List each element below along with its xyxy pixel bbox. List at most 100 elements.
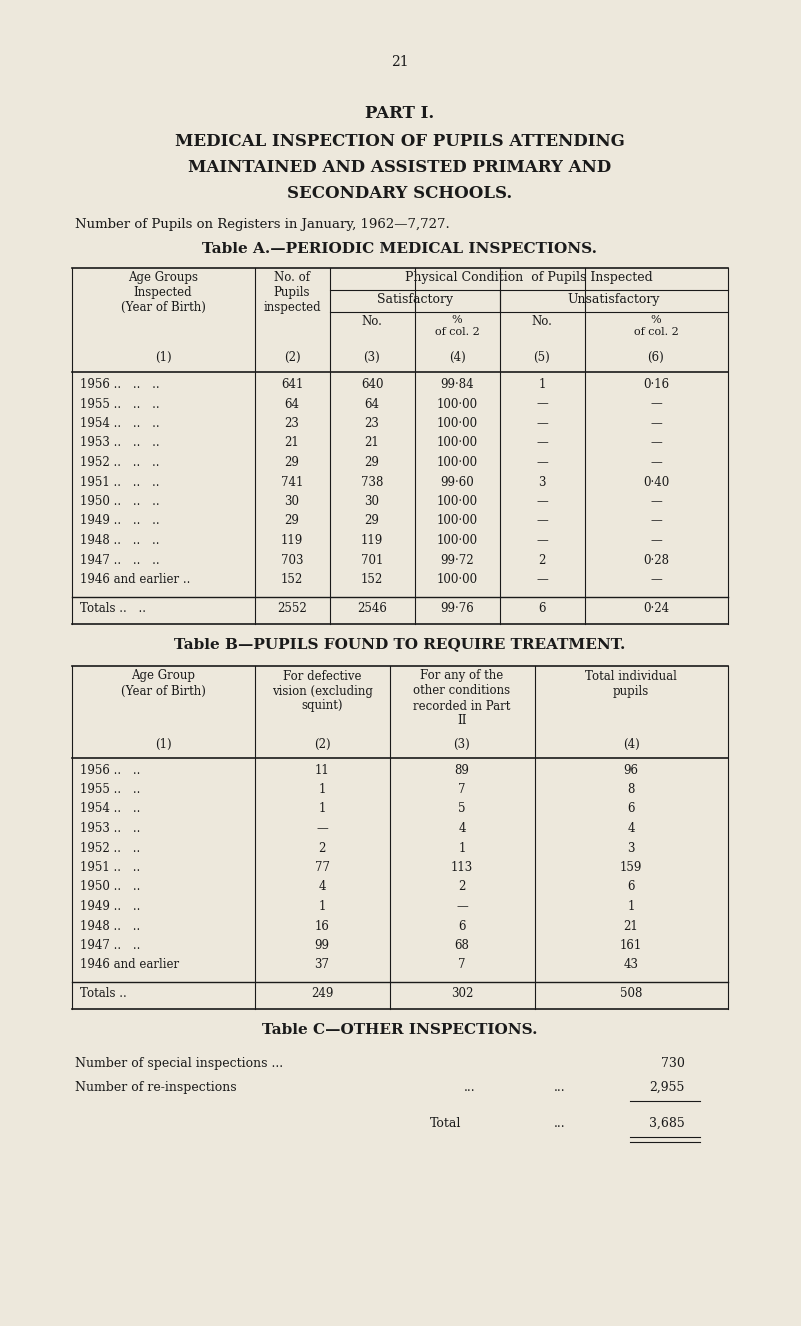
Text: 0·24: 0·24 <box>643 602 669 614</box>
Text: —: — <box>536 495 548 508</box>
Text: 1: 1 <box>538 378 545 391</box>
Text: Total individual
pupils: Total individual pupils <box>585 670 677 697</box>
Text: 3: 3 <box>627 842 634 854</box>
Text: 7: 7 <box>458 959 465 972</box>
Text: (3): (3) <box>364 351 380 365</box>
Text: 0·40: 0·40 <box>643 476 669 488</box>
Text: 2552: 2552 <box>277 602 307 614</box>
Text: 68: 68 <box>454 939 469 952</box>
Text: (1): (1) <box>155 737 171 751</box>
Text: 4: 4 <box>627 822 634 835</box>
Text: 100·00: 100·00 <box>437 495 477 508</box>
Text: —: — <box>650 416 662 430</box>
Text: —: — <box>456 900 468 914</box>
Text: 21: 21 <box>364 436 380 450</box>
Text: %
of col. 2: % of col. 2 <box>435 316 479 337</box>
Text: 1: 1 <box>458 842 465 854</box>
Text: 152: 152 <box>361 573 383 586</box>
Text: 640: 640 <box>360 378 383 391</box>
Text: 159: 159 <box>620 861 642 874</box>
Text: Age Groups
Inspected
(Year of Birth): Age Groups Inspected (Year of Birth) <box>121 271 205 314</box>
Text: 249: 249 <box>311 987 333 1000</box>
Text: 152: 152 <box>281 573 303 586</box>
Text: 29: 29 <box>284 456 300 469</box>
Text: No.: No. <box>361 316 382 328</box>
Text: 1: 1 <box>318 782 326 796</box>
Text: 29: 29 <box>364 514 380 528</box>
Text: 30: 30 <box>284 495 300 508</box>
Text: —: — <box>650 456 662 469</box>
Text: 1: 1 <box>318 802 326 815</box>
Text: 2: 2 <box>318 842 326 854</box>
Text: 29: 29 <box>364 456 380 469</box>
Text: —: — <box>536 398 548 411</box>
Text: 2546: 2546 <box>357 602 387 614</box>
Text: 1952 .. .. ..: 1952 .. .. .. <box>80 456 159 469</box>
Text: 1956 .. .. ..: 1956 .. .. .. <box>80 378 159 391</box>
Text: 21: 21 <box>391 54 409 69</box>
Text: 1950 .. .. ..: 1950 .. .. .. <box>80 495 159 508</box>
Text: Table C—OTHER INSPECTIONS.: Table C—OTHER INSPECTIONS. <box>262 1022 537 1037</box>
Text: 99: 99 <box>315 939 329 952</box>
Text: —: — <box>650 534 662 548</box>
Text: 4: 4 <box>318 880 326 894</box>
Text: 1952 .. ..: 1952 .. .. <box>80 842 140 854</box>
Text: 11: 11 <box>315 764 329 777</box>
Text: 741: 741 <box>281 476 304 488</box>
Text: Table B—PUPILS FOUND TO REQUIRE TREATMENT.: Table B—PUPILS FOUND TO REQUIRE TREATMEN… <box>175 638 626 651</box>
Text: 3,685: 3,685 <box>650 1116 685 1130</box>
Text: 89: 89 <box>454 764 469 777</box>
Text: 6: 6 <box>458 919 465 932</box>
Text: 1947 .. ..: 1947 .. .. <box>80 939 140 952</box>
Text: 2: 2 <box>458 880 465 894</box>
Text: 738: 738 <box>360 476 383 488</box>
Text: 161: 161 <box>620 939 642 952</box>
Text: 6: 6 <box>538 602 545 614</box>
Text: 21: 21 <box>624 919 638 932</box>
Text: 100·00: 100·00 <box>437 416 477 430</box>
Text: 100·00: 100·00 <box>437 456 477 469</box>
Text: 21: 21 <box>284 436 300 450</box>
Text: 99·72: 99·72 <box>441 553 474 566</box>
Text: MAINTAINED AND ASSISTED PRIMARY AND: MAINTAINED AND ASSISTED PRIMARY AND <box>188 159 612 176</box>
Text: Age Group
(Year of Birth): Age Group (Year of Birth) <box>121 670 205 697</box>
Text: (4): (4) <box>622 737 639 751</box>
Text: —: — <box>650 436 662 450</box>
Text: —: — <box>536 514 548 528</box>
Text: For any of the
other conditions
recorded in Part
II: For any of the other conditions recorded… <box>413 670 511 728</box>
Text: Physical Condition  of Pupils Inspected: Physical Condition of Pupils Inspected <box>405 271 653 284</box>
Text: 100·00: 100·00 <box>437 573 477 586</box>
Text: No. of
Pupils
inspected: No. of Pupils inspected <box>264 271 321 314</box>
Text: 37: 37 <box>315 959 329 972</box>
Text: 29: 29 <box>284 514 300 528</box>
Text: 43: 43 <box>623 959 638 972</box>
Text: —: — <box>650 573 662 586</box>
Text: —: — <box>536 456 548 469</box>
Text: 2: 2 <box>538 553 545 566</box>
Text: Total: Total <box>430 1116 461 1130</box>
Text: 1949 .. .. ..: 1949 .. .. .. <box>80 514 159 528</box>
Text: 1954 .. ..: 1954 .. .. <box>80 802 140 815</box>
Text: 0·16: 0·16 <box>643 378 669 391</box>
Text: SECONDARY SCHOOLS.: SECONDARY SCHOOLS. <box>288 186 513 202</box>
Text: ...: ... <box>554 1116 566 1130</box>
Text: Totals .. ..: Totals .. .. <box>80 602 146 614</box>
Text: 100·00: 100·00 <box>437 514 477 528</box>
Text: 641: 641 <box>281 378 304 391</box>
Text: —: — <box>650 514 662 528</box>
Text: 1955 .. .. ..: 1955 .. .. .. <box>80 398 159 411</box>
Text: (5): (5) <box>533 351 550 365</box>
Text: 99·60: 99·60 <box>440 476 474 488</box>
Text: 1947 .. .. ..: 1947 .. .. .. <box>80 553 159 566</box>
Text: 1: 1 <box>318 900 326 914</box>
Text: 3: 3 <box>538 476 545 488</box>
Text: 6: 6 <box>627 802 634 815</box>
Text: Number of Pupils on Registers in January, 1962—7,727.: Number of Pupils on Registers in January… <box>75 217 449 231</box>
Text: 113: 113 <box>451 861 473 874</box>
Text: (3): (3) <box>453 737 470 751</box>
Text: ...: ... <box>465 1081 476 1094</box>
Text: —: — <box>650 398 662 411</box>
Text: Totals ..: Totals .. <box>80 987 127 1000</box>
Text: 1946 and earlier: 1946 and earlier <box>80 959 179 972</box>
Text: 99·76: 99·76 <box>440 602 474 614</box>
